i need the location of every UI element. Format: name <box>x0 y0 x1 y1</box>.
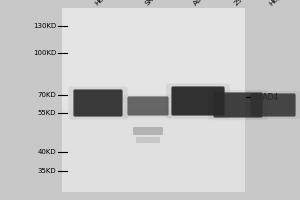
FancyBboxPatch shape <box>172 86 224 116</box>
Text: 293T: 293T <box>233 0 250 7</box>
Text: 35KD: 35KD <box>38 168 56 174</box>
Bar <box>62 8 245 109</box>
Text: 100KD: 100KD <box>33 50 56 56</box>
FancyBboxPatch shape <box>128 97 169 116</box>
FancyBboxPatch shape <box>250 94 296 116</box>
Text: SMAD4: SMAD4 <box>251 92 278 102</box>
Bar <box>62 8 245 192</box>
FancyBboxPatch shape <box>171 86 225 116</box>
FancyBboxPatch shape <box>73 89 123 117</box>
Text: HepG2: HepG2 <box>268 0 289 7</box>
Text: 130KD: 130KD <box>33 23 56 29</box>
Text: A673: A673 <box>193 0 210 7</box>
FancyBboxPatch shape <box>123 94 173 118</box>
FancyBboxPatch shape <box>68 87 128 119</box>
Text: 40KD: 40KD <box>38 149 56 155</box>
FancyBboxPatch shape <box>213 92 263 118</box>
Text: HeLa: HeLa <box>94 0 111 7</box>
Text: SKOV3: SKOV3 <box>144 0 165 7</box>
FancyBboxPatch shape <box>208 90 268 120</box>
Text: 55KD: 55KD <box>38 110 56 116</box>
FancyBboxPatch shape <box>127 96 169 116</box>
FancyBboxPatch shape <box>133 127 163 135</box>
FancyBboxPatch shape <box>166 83 230 119</box>
FancyBboxPatch shape <box>250 93 296 117</box>
FancyBboxPatch shape <box>214 92 262 117</box>
Text: 70KD: 70KD <box>37 92 56 98</box>
FancyBboxPatch shape <box>136 137 160 143</box>
FancyBboxPatch shape <box>74 90 122 116</box>
FancyBboxPatch shape <box>246 91 300 119</box>
